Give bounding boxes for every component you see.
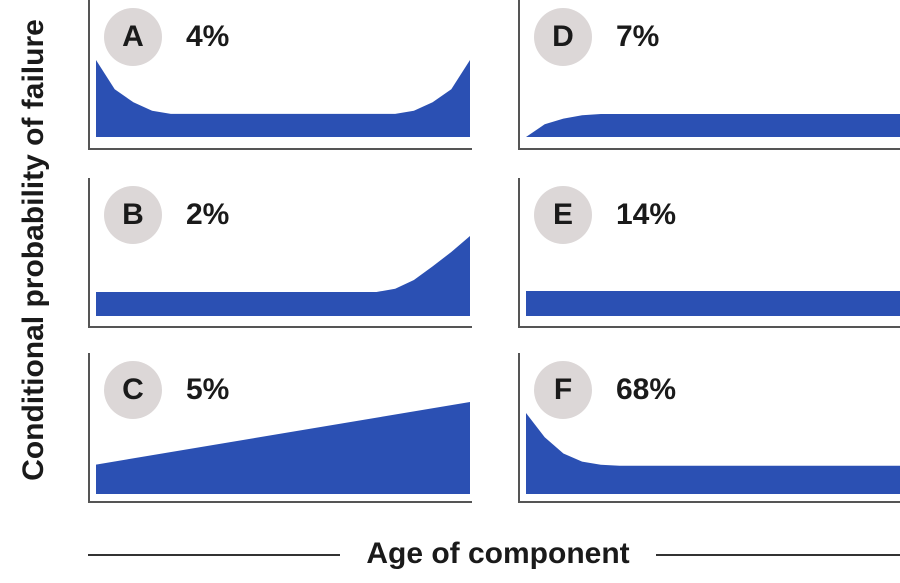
x-axis-label-group: Age of component: [88, 536, 900, 572]
panel-plot: [518, 178, 900, 328]
panel-letter-badge: C: [104, 361, 162, 419]
panel-letter-badge: A: [104, 8, 162, 66]
panel-percent-label: 4%: [186, 20, 230, 53]
x-axis-label: Age of component: [366, 537, 630, 570]
panel-a: A 4%: [88, 0, 472, 150]
failure-curve-area: [526, 413, 900, 494]
panel-percent-label: 68%: [616, 373, 677, 406]
panel-b: B 2%: [88, 178, 472, 328]
panel-letter-badge: B: [104, 186, 162, 244]
y-axis-label: Conditional probability of failure: [17, 19, 50, 481]
panel-letter-badge: D: [534, 8, 592, 66]
panel-letter-badge: E: [534, 186, 592, 244]
x-axis-rule-left: [88, 554, 340, 556]
panel-percent-label: 14%: [616, 198, 677, 231]
panel-percent-label: 2%: [186, 198, 230, 231]
panel-letter-badge: F: [534, 361, 592, 419]
failure-curve-area: [96, 402, 470, 494]
failure-curve-area: [96, 236, 470, 316]
panel-f: F 68%: [518, 353, 900, 503]
panel-d: D 7%: [518, 0, 900, 150]
panel-plot: [518, 0, 900, 150]
panel-plot: [88, 178, 472, 328]
panel-axes: [518, 178, 900, 328]
panel-axes: [88, 353, 472, 503]
x-axis-rule-right: [656, 554, 900, 556]
failure-curve-area: [96, 60, 470, 137]
panel-plot: [88, 0, 472, 150]
panel-percent-label: 7%: [616, 20, 660, 53]
panel-percent-label: 5%: [186, 373, 230, 406]
panel-e: E 14%: [518, 178, 900, 328]
panel-axes: [518, 353, 900, 503]
panel-axes: [88, 178, 472, 328]
panel-c: C 5%: [88, 353, 472, 503]
panel-plot: [88, 353, 472, 503]
failure-curve-area: [526, 291, 900, 316]
failure-curve-area: [526, 114, 900, 137]
panel-axes: [518, 0, 900, 150]
panel-plot: [518, 353, 900, 503]
panel-axes: [88, 0, 472, 150]
